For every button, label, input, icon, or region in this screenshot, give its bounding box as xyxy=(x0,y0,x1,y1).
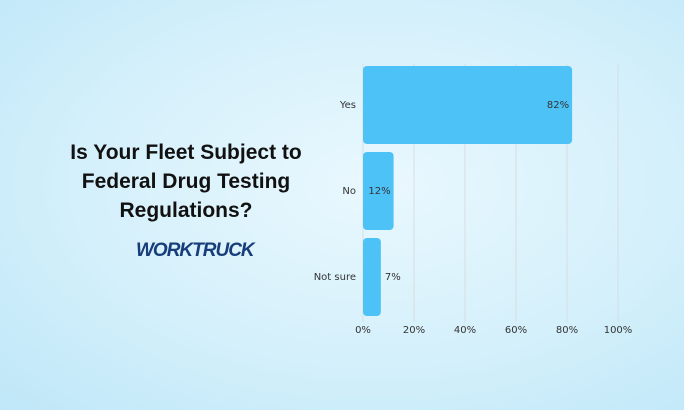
value-label: 12% xyxy=(368,186,390,197)
x-tick-label: 80% xyxy=(556,325,578,336)
x-tick-label: 60% xyxy=(505,325,527,336)
bar xyxy=(363,238,381,316)
value-label: 82% xyxy=(547,100,569,111)
bar xyxy=(363,66,573,144)
value-label: 7% xyxy=(385,272,401,283)
category-label: No xyxy=(342,186,356,197)
x-tick-label: 40% xyxy=(454,325,476,336)
x-tick-label: 0% xyxy=(355,325,371,336)
category-label: Yes xyxy=(339,100,356,111)
chart-title: Is Your Fleet Subject to Federal Drug Te… xyxy=(70,141,302,222)
x-tick-label: 20% xyxy=(403,325,425,336)
category-label: Not sure xyxy=(314,272,356,283)
bar xyxy=(363,152,394,230)
brand-logo: WORKTRUCK xyxy=(136,240,255,261)
x-tick-label: 100% xyxy=(604,325,633,336)
